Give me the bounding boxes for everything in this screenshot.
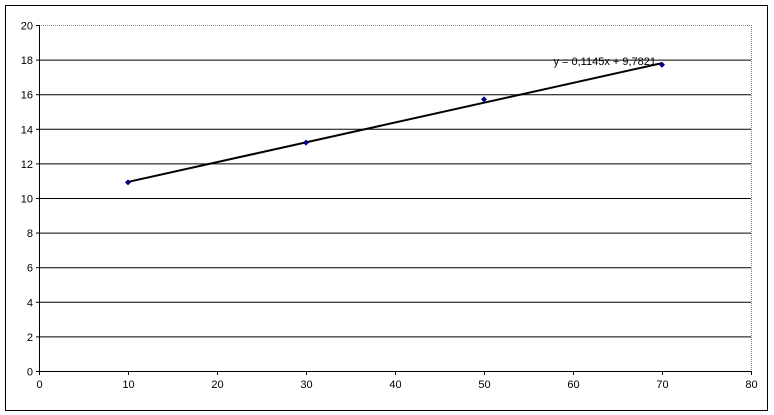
data-point xyxy=(481,96,487,103)
x-axis-ticks: 0 10 20 30 40 50 60 70 80 xyxy=(36,371,758,391)
y-tick-label: 10 xyxy=(21,194,33,206)
plot-area-border xyxy=(39,25,752,371)
chart-border xyxy=(5,5,768,411)
trendline xyxy=(127,62,663,183)
y-tick-label: 18 xyxy=(21,55,33,67)
x-tick-label: 30 xyxy=(300,379,312,391)
x-tick-label: 10 xyxy=(122,379,134,391)
y-tick-label: 4 xyxy=(27,297,33,309)
y-tick-label: 2 xyxy=(27,332,33,344)
x-tick-label: 60 xyxy=(567,379,579,391)
y-tick-label: 12 xyxy=(21,159,33,171)
data-point xyxy=(125,179,131,186)
y-tick-label: 14 xyxy=(21,124,33,136)
data-point xyxy=(659,61,665,68)
x-tick-label: 40 xyxy=(389,379,401,391)
y-axis-ticks: 0 2 4 6 8 10 12 14 16 18 20 xyxy=(21,21,40,379)
trendline-line xyxy=(127,62,663,183)
data-points xyxy=(125,61,665,186)
x-tick-label: 80 xyxy=(745,379,757,391)
y-tick-label: 8 xyxy=(27,228,33,240)
y-tick-label: 6 xyxy=(27,263,33,275)
x-tick-label: 20 xyxy=(211,379,223,391)
y-tick-label: 20 xyxy=(21,21,33,33)
y-tick-label: 0 xyxy=(27,367,33,379)
y-tick-label: 16 xyxy=(21,90,33,102)
x-tick-label: 0 xyxy=(36,379,42,391)
data-point xyxy=(303,139,309,146)
gridlines xyxy=(39,25,752,371)
x-tick-label: 70 xyxy=(656,379,668,391)
trendline-equation: y = 0,1145x + 9,7821 xyxy=(553,56,656,68)
x-tick-label: 50 xyxy=(478,379,490,391)
